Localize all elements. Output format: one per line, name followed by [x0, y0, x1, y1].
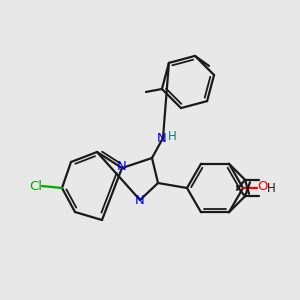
Text: N: N [117, 160, 127, 173]
Text: Cl: Cl [29, 179, 43, 193]
Text: H: H [267, 182, 275, 194]
Text: N: N [135, 194, 145, 208]
Text: O: O [257, 181, 267, 194]
Text: H: H [168, 130, 176, 143]
Text: N: N [157, 131, 167, 145]
